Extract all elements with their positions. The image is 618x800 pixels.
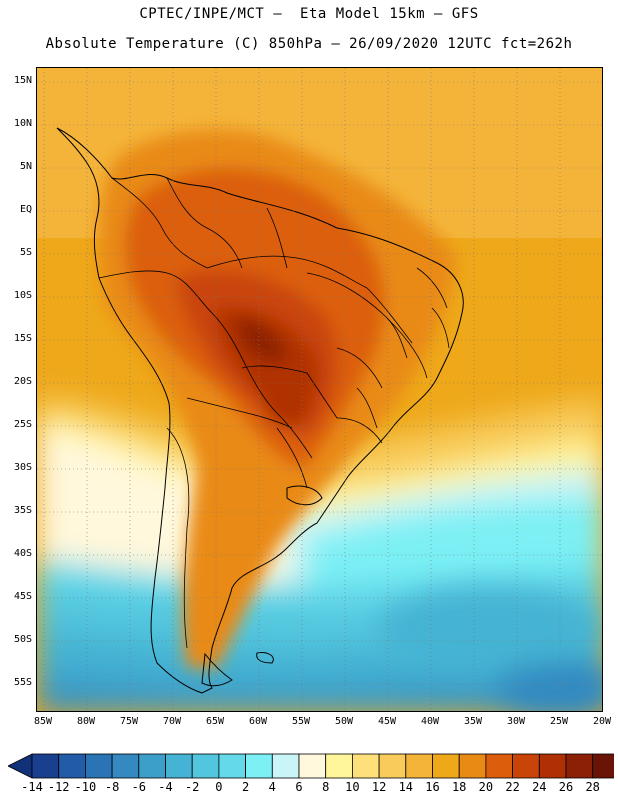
colorbar-swatch — [458, 753, 487, 779]
lat-label: 45S — [13, 591, 32, 602]
lon-label: 55W — [291, 716, 311, 727]
temperature-colorbar — [8, 753, 614, 779]
lat-label: 25S — [13, 419, 32, 430]
lat-label: 10S — [13, 290, 32, 301]
lon-label: 45W — [377, 716, 397, 727]
colorbar-label: 26 — [558, 780, 574, 794]
colorbar-label: -8 — [104, 780, 120, 794]
coastlines — [56, 127, 464, 694]
colorbar-swatch — [405, 753, 433, 779]
lon-label: 30W — [506, 716, 526, 727]
colorbar-label: 20 — [478, 780, 494, 794]
colorbar-swatch — [85, 753, 113, 779]
colorbar-swatch — [58, 753, 86, 779]
colorbar-label: -6 — [131, 780, 147, 794]
chart-title: CPTEC/INPE/MCT – Eta Model 15km – GFS — [139, 6, 479, 22]
colorbar-label: 22 — [505, 780, 520, 794]
colorbar-label: -14 — [21, 780, 43, 794]
lat-label: 5S — [19, 247, 32, 258]
lon-label: 70W — [162, 716, 182, 727]
colorbar-label: 12 — [371, 780, 387, 794]
temperature-field-atlantic — [377, 588, 602, 711]
colorbar-label: 2 — [241, 780, 250, 794]
colorbar-swatch — [31, 753, 60, 779]
lat-label: 35S — [13, 505, 32, 516]
colorbar-swatch — [245, 753, 273, 779]
chart-subtitle: Absolute Temperature (C) 850hPa – 26/09/… — [45, 36, 573, 52]
lat-label: 30S — [13, 462, 32, 473]
colorbar-swatch — [351, 753, 380, 779]
colorbar-label: 28 — [585, 780, 600, 794]
colorbar-label: 4 — [268, 780, 276, 794]
colorbar-label: 14 — [398, 780, 414, 794]
colorbar-label: -12 — [47, 780, 70, 794]
colorbar-label: -4 — [158, 780, 173, 794]
temperature-map — [36, 67, 603, 712]
lon-label: 25W — [549, 716, 569, 727]
colorbar-label: 10 — [345, 780, 360, 794]
lon-label: 35W — [463, 716, 483, 727]
lon-label: 40W — [420, 716, 440, 727]
colorbar-swatch — [512, 753, 540, 779]
colorbar-label: -2 — [184, 780, 200, 794]
colorbar-label: 16 — [425, 780, 440, 794]
lon-label: 50W — [334, 716, 354, 727]
colorbar-label: 6 — [295, 780, 303, 794]
colorbar-swatch — [138, 753, 166, 779]
lat-label: 20S — [13, 376, 32, 387]
colorbar-swatch — [432, 753, 460, 779]
colorbar-label: 24 — [532, 780, 547, 794]
colorbar-swatch — [271, 753, 300, 779]
lat-label: 50S — [13, 634, 32, 645]
lat-label: 55S — [13, 677, 32, 688]
colorbar-label: 0 — [215, 780, 223, 794]
lat-label: 15N — [13, 75, 32, 86]
lat-label: 5N — [19, 161, 32, 172]
lon-label: 65W — [205, 716, 225, 727]
colorbar-under-arrow — [8, 753, 33, 779]
colorbar-swatch — [378, 753, 407, 779]
colorbar-label: -10 — [74, 780, 97, 794]
lat-label: 40S — [13, 548, 32, 559]
colorbar-label: 18 — [451, 780, 467, 794]
colorbar-swatch — [298, 753, 327, 779]
lon-label: 80W — [76, 716, 96, 727]
lon-label: 75W — [119, 716, 139, 727]
temperature-field-land — [98, 129, 458, 668]
lat-label: EQ — [19, 204, 32, 215]
lon-label: 85W — [33, 716, 53, 727]
lon-label: 20W — [592, 716, 612, 727]
colorbar-swatch — [325, 753, 353, 779]
colorbar-swatch — [565, 753, 594, 779]
colorbar-swatch — [538, 753, 567, 779]
graticule — [37, 68, 602, 711]
colorbar-swatch — [191, 753, 220, 779]
colorbar-swatch — [592, 753, 614, 779]
lon-label: 60W — [248, 716, 268, 727]
colorbar-swatch — [485, 753, 513, 779]
colorbar-swatch — [165, 753, 193, 779]
country-borders — [98, 177, 450, 649]
colorbar-swatch — [218, 753, 246, 779]
lat-label: 15S — [13, 333, 32, 344]
colorbar-swatch — [111, 753, 140, 779]
colorbar-label: 8 — [322, 780, 330, 794]
lat-label: 10N — [13, 118, 32, 129]
